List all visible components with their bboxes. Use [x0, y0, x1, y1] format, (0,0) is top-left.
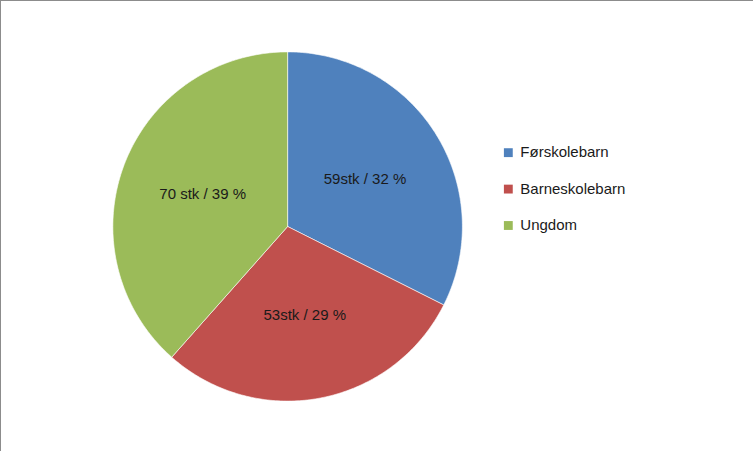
- svg-text:Barneskolebarn: Barneskolebarn: [520, 180, 625, 197]
- svg-text:53stk / 29 %: 53stk / 29 %: [263, 306, 346, 323]
- svg-text:Ungdom: Ungdom: [520, 216, 577, 233]
- svg-text:70 stk / 39 %: 70 stk / 39 %: [159, 185, 246, 202]
- svg-text:Førskolebarn: Førskolebarn: [520, 143, 608, 160]
- svg-text:59stk / 32 %: 59stk / 32 %: [324, 170, 407, 187]
